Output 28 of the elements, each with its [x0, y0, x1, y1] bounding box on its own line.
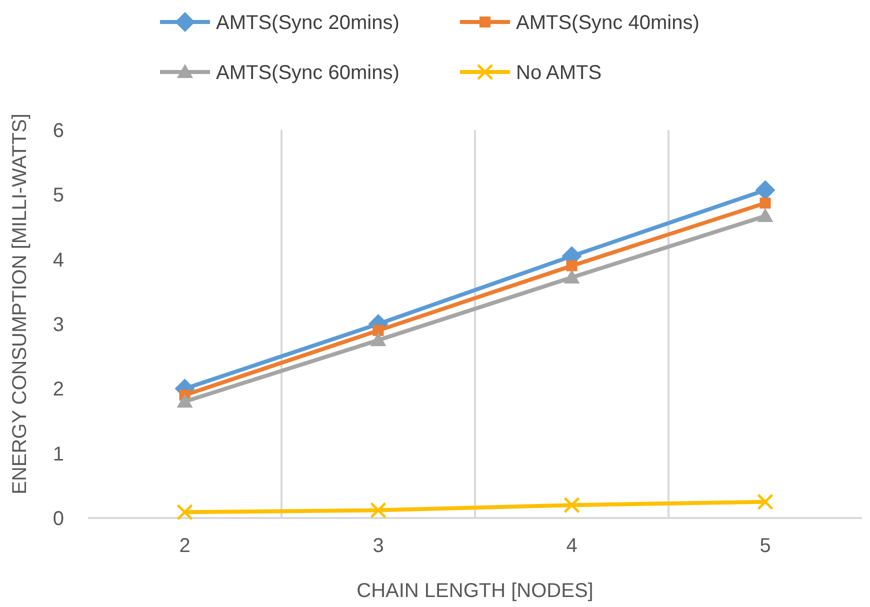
legend-label: No AMTS: [516, 62, 602, 84]
y-tick-label: 6: [52, 120, 64, 142]
y-tick-label: 0: [52, 508, 64, 530]
point: [757, 208, 774, 222]
legend-label: AMTS(Sync 60mins): [216, 62, 400, 84]
point: [370, 502, 386, 518]
x-tick-label: 5: [760, 535, 771, 557]
point: [564, 496, 580, 514]
y-tick-label: 3: [52, 314, 64, 336]
point: [370, 332, 386, 346]
point: [564, 269, 580, 284]
point: [176, 394, 193, 408]
y-tick-label: 2: [52, 378, 64, 401]
y-tick-label: 4: [52, 249, 64, 272]
x-tick-label: 2: [179, 535, 190, 557]
x-tick-label: 3: [372, 535, 384, 557]
point: [176, 504, 193, 520]
y-tick-label: 1: [52, 443, 64, 466]
y-tick-label: 5: [52, 184, 64, 207]
y-axis-title: ENERGY CONSUMPTION [MILLI-WATTS]: [9, 114, 31, 494]
point: [760, 198, 771, 209]
legend-label: AMTS(Sync 40mins): [516, 12, 700, 34]
legend-label: AMTS(Sync 20mins): [216, 12, 400, 34]
point: [757, 494, 774, 510]
x-tick-label: 4: [566, 535, 578, 557]
x-axis-title: CHAIN LENGTH [NODES]: [356, 580, 594, 602]
point: [566, 260, 578, 272]
point: [372, 324, 384, 336]
